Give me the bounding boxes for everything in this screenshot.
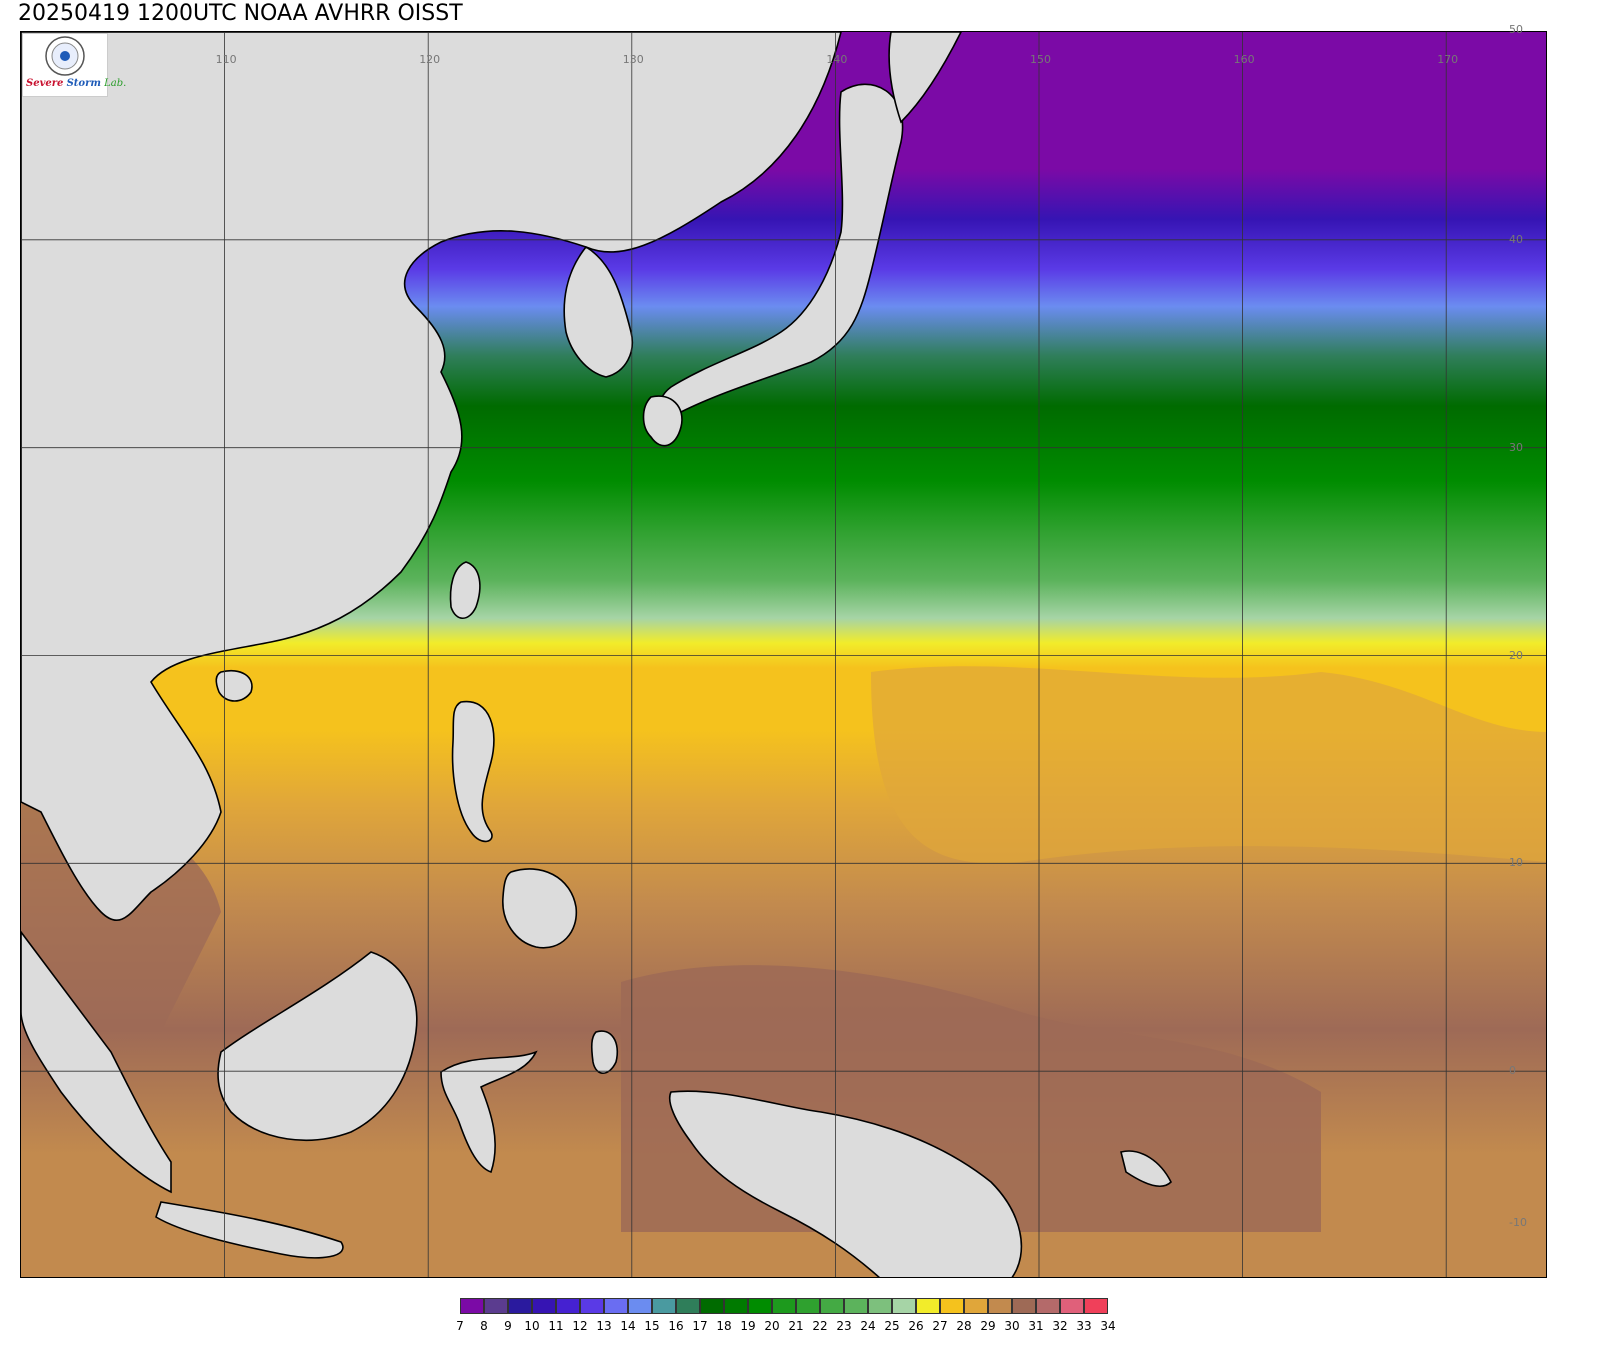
longitude-label: 170 (1437, 53, 1459, 66)
legend-swatch (580, 1298, 604, 1314)
sulawesi (440, 1050, 538, 1174)
legend-tick-label: 12 (572, 1319, 588, 1333)
legend-swatch (868, 1298, 892, 1314)
logo-text-lab: Lab. (104, 78, 127, 89)
legend-tick-label: 31 (1028, 1319, 1044, 1333)
longitude-label: 160 (1233, 53, 1255, 66)
legend-swatch (508, 1298, 532, 1314)
legend-tick-label: 22 (812, 1319, 828, 1333)
legend-swatch (796, 1298, 820, 1314)
legend-swatch (964, 1298, 988, 1314)
legend-swatch (628, 1298, 652, 1314)
legend-swatch (772, 1298, 796, 1314)
legend-tick-label: 15 (644, 1319, 660, 1333)
longitude-label: 140 (826, 53, 848, 66)
legend-tick-label: 9 (504, 1319, 512, 1333)
sakhalin (888, 32, 962, 124)
legend-tick-label: 7 (456, 1319, 464, 1333)
legend-tick-label: 26 (908, 1319, 924, 1333)
legend-tick-label: 21 (788, 1319, 804, 1333)
legend-tick-label: 23 (836, 1319, 852, 1333)
logo-text-severe: Severe (26, 78, 64, 89)
legend-tick-label: 27 (932, 1319, 948, 1333)
legend-swatch (556, 1298, 580, 1314)
latitude-label: 20 (1509, 648, 1523, 662)
longitude-label: 120 (419, 53, 441, 66)
hainan (215, 670, 253, 702)
legend-tick-label: 18 (716, 1319, 732, 1333)
legend-swatch (604, 1298, 628, 1314)
new-guinea (669, 1090, 1023, 1277)
legend-swatch (1036, 1298, 1060, 1314)
seal-emblem (45, 36, 85, 76)
legend-tick-label: 17 (692, 1319, 708, 1333)
legend-tick-label: 13 (596, 1319, 612, 1333)
legend-swatch (460, 1298, 484, 1314)
taiwan (449, 561, 481, 620)
legend-tick-label: 11 (548, 1319, 564, 1333)
java (155, 1201, 344, 1259)
legend-swatch (1012, 1298, 1036, 1314)
legend-tick-label: 20 (764, 1319, 780, 1333)
latitude-label: 40 (1509, 232, 1523, 246)
latitude-label: 30 (1509, 440, 1523, 454)
solomon-island (1120, 1150, 1172, 1187)
legend-tick-label: 14 (620, 1319, 636, 1333)
map-title: 20250419 1200UTC NOAA AVHRR OISST (18, 1, 463, 26)
legend-tick-label: 24 (860, 1319, 876, 1333)
mindanao (502, 868, 578, 949)
legend-swatch (652, 1298, 676, 1314)
sst-map (20, 31, 1547, 1278)
longitude-label: 130 (622, 53, 644, 66)
legend-swatch (724, 1298, 748, 1314)
longitude-label: 110 (215, 53, 237, 66)
luzon (451, 700, 495, 843)
warm-band (871, 666, 1546, 864)
legend-tick-label: 32 (1052, 1319, 1068, 1333)
kyushu (642, 395, 683, 447)
longitude-label: 150 (1030, 53, 1051, 66)
legend-swatch (988, 1298, 1012, 1314)
legend-tick-label: 34 (1100, 1319, 1116, 1333)
legend-swatch (916, 1298, 940, 1314)
legend-tick-label: 28 (956, 1319, 972, 1333)
legend-swatch (748, 1298, 772, 1314)
legend-swatch (940, 1298, 964, 1314)
legend-swatch (676, 1298, 700, 1314)
legend-tick-label: 33 (1076, 1319, 1092, 1333)
legend-tick-label: 16 (668, 1319, 684, 1333)
legend-tick-label: 25 (884, 1319, 900, 1333)
logo-text-storm: Storm (66, 78, 101, 89)
legend-swatch (700, 1298, 724, 1314)
legend-swatch (532, 1298, 556, 1314)
korea (563, 245, 633, 378)
legend-tick-label: 8 (480, 1319, 488, 1333)
lat-lon-grid (21, 32, 1546, 1277)
legend-swatch (484, 1298, 508, 1314)
halmahera (590, 1030, 618, 1075)
legend-swatch (844, 1298, 868, 1314)
legend-swatch (1060, 1298, 1084, 1314)
latitude-label: 10 (1509, 856, 1523, 870)
asia-mainland (21, 32, 842, 921)
legend-swatch (820, 1298, 844, 1314)
legend-tick-label: 19 (740, 1319, 756, 1333)
latitude-label: -10 (1509, 1216, 1527, 1229)
legend-swatch (892, 1298, 916, 1314)
legend-tick-label: 30 (1004, 1319, 1020, 1333)
sst-map-canvas (21, 32, 1546, 1277)
land-masses (21, 32, 1172, 1277)
legend-tick-label: 29 (980, 1319, 996, 1333)
legend-swatch (1084, 1298, 1108, 1314)
severe-storm-lab-logo: Severe Storm Lab. (22, 33, 126, 97)
latitude-label: 50 (1509, 23, 1523, 36)
latitude-label: 0 (1509, 1064, 1516, 1078)
legend-tick-label: 10 (524, 1319, 540, 1333)
